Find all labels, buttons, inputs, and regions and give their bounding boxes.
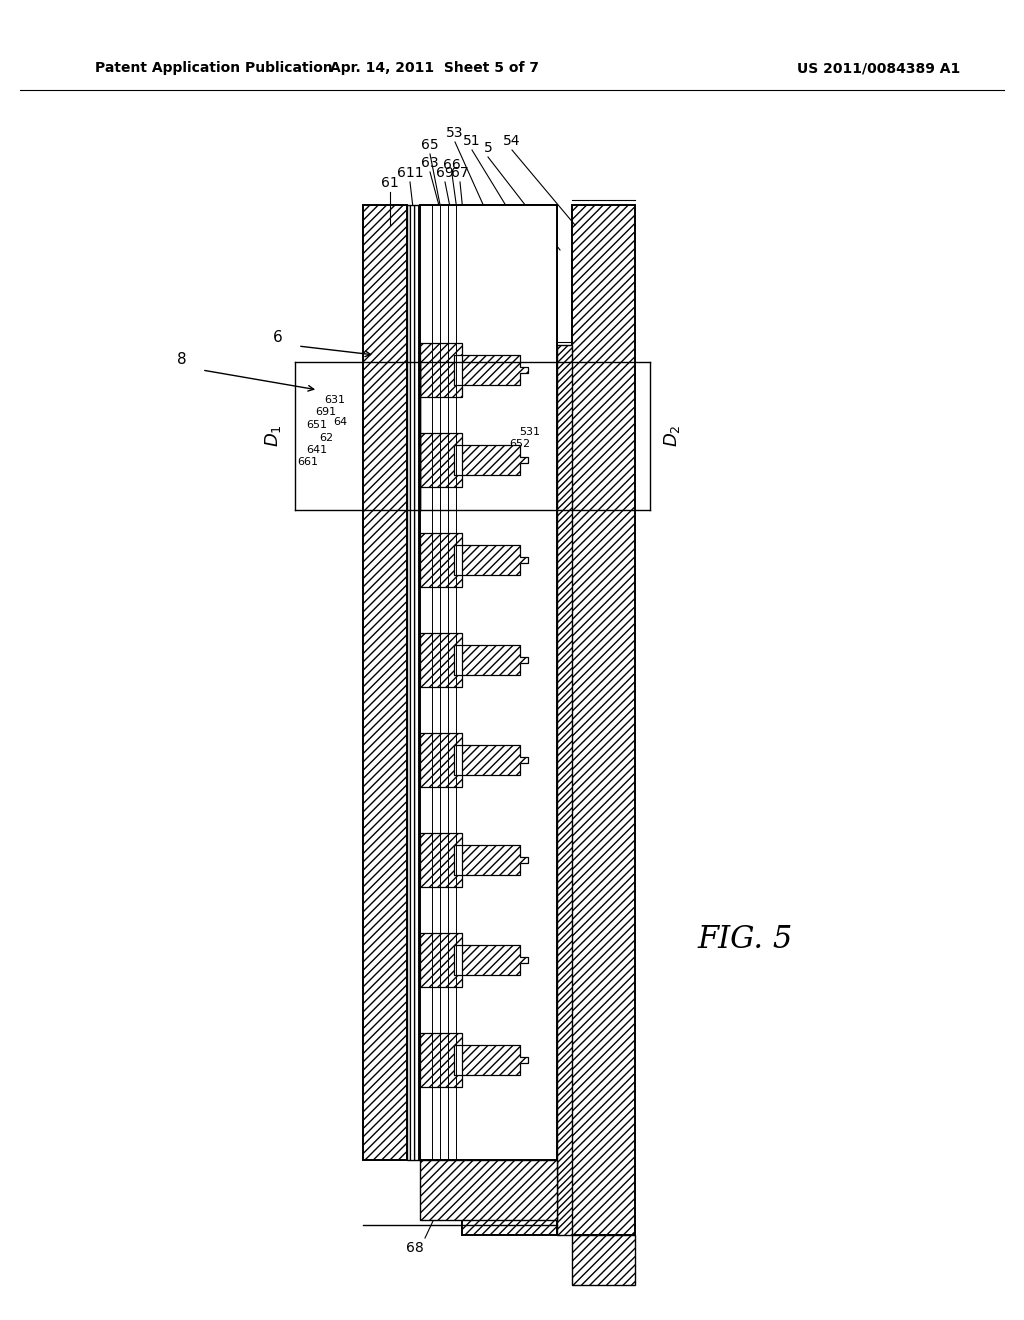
Text: 651: 651 [306, 420, 328, 430]
Bar [407, 205, 420, 1160]
Text: 52: 52 [503, 457, 517, 467]
Bar [572, 205, 635, 1236]
Text: 64: 64 [333, 417, 347, 426]
Text: FIG. 5: FIG. 5 [697, 924, 793, 956]
Text: 691: 691 [315, 407, 337, 417]
Text: 53: 53 [446, 125, 464, 140]
Polygon shape [462, 355, 528, 385]
Text: 611: 611 [396, 166, 423, 180]
Bar [462, 205, 557, 1236]
Bar [572, 205, 635, 1236]
Polygon shape [420, 343, 462, 397]
Polygon shape [420, 634, 462, 686]
Text: 661: 661 [298, 457, 318, 467]
Bar [362, 205, 407, 1160]
Text: Patent Application Publication: Patent Application Publication [95, 61, 333, 75]
Text: 63: 63 [421, 156, 439, 170]
Text: 66: 66 [443, 158, 461, 172]
Bar [557, 345, 572, 1236]
Bar [420, 205, 557, 1160]
Text: 8: 8 [177, 352, 186, 367]
Polygon shape [462, 1045, 528, 1074]
Text: 68: 68 [407, 1241, 424, 1255]
Bar [572, 1236, 635, 1284]
Bar [572, 1236, 635, 1284]
Text: 51: 51 [463, 135, 481, 148]
Polygon shape [420, 833, 462, 887]
Polygon shape [462, 845, 528, 875]
Polygon shape [462, 445, 528, 475]
Polygon shape [462, 945, 528, 975]
Bar [462, 205, 557, 1236]
Bar [420, 1160, 557, 1220]
Text: 67: 67 [452, 166, 469, 180]
Bar [420, 205, 557, 1160]
Text: 69: 69 [436, 166, 454, 180]
Text: Apr. 14, 2011  Sheet 5 of 7: Apr. 14, 2011 Sheet 5 of 7 [331, 61, 540, 75]
Polygon shape [462, 545, 528, 576]
Text: 531: 531 [519, 426, 541, 437]
Polygon shape [462, 645, 528, 675]
Bar [362, 205, 407, 1160]
Text: $D_1$: $D_1$ [263, 425, 283, 447]
Polygon shape [420, 733, 462, 787]
Text: 641: 641 [306, 445, 328, 455]
Text: US 2011/0084389 A1: US 2011/0084389 A1 [797, 61, 961, 75]
Text: 61: 61 [381, 176, 399, 190]
Text: 6: 6 [273, 330, 283, 346]
Text: 652: 652 [509, 440, 530, 449]
Polygon shape [420, 933, 462, 987]
Polygon shape [420, 533, 462, 587]
Polygon shape [420, 1034, 462, 1086]
Polygon shape [462, 744, 528, 775]
Text: $D_2$: $D_2$ [662, 425, 682, 447]
Bar [557, 345, 572, 1236]
Polygon shape [420, 433, 462, 487]
Text: 5: 5 [483, 141, 493, 154]
Text: 65: 65 [421, 139, 439, 152]
Text: 631: 631 [325, 395, 345, 405]
Bar [407, 205, 420, 1160]
Text: 62: 62 [318, 433, 333, 444]
Bar [420, 1160, 557, 1220]
Text: 54: 54 [503, 135, 521, 148]
